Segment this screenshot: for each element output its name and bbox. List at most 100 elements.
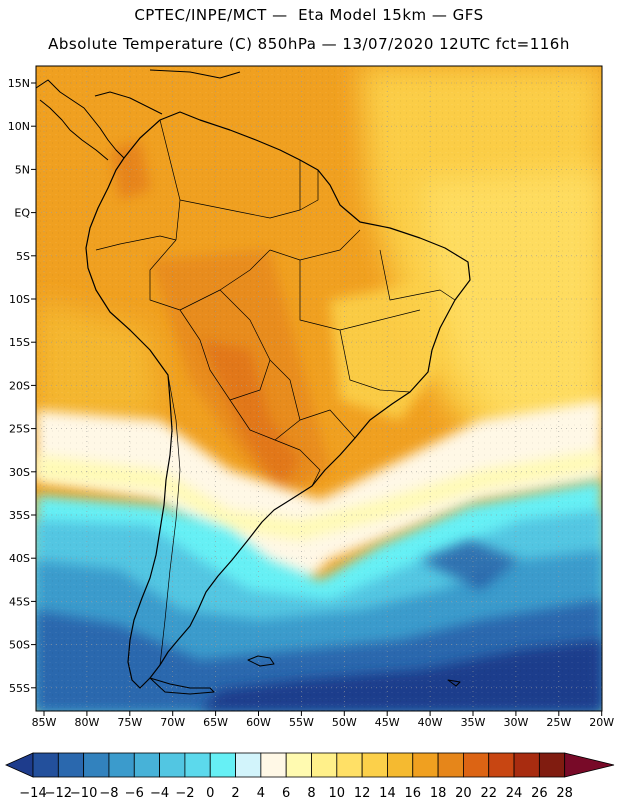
- coast-central-america-pacific: [36, 79, 125, 159]
- longitude-axis: 85W 80W 75W 70W 65W 60W 55W 50W 45W 40W 35W 30W 25W 2…: [32, 711, 614, 729]
- colorbar-label: 28: [556, 786, 573, 800]
- lon-label: 45W: [375, 716, 400, 729]
- border-uruguay: [274, 439, 321, 487]
- lon-label: 80W: [74, 716, 99, 729]
- lat-label: 20S: [9, 379, 30, 392]
- temperature-field: [36, 66, 602, 711]
- coast-south-georgia: [447, 679, 461, 687]
- border-brazil-states-north: [269, 229, 361, 261]
- colorbar-swatch: [133, 752, 160, 778]
- lon-label: 70W: [160, 716, 185, 729]
- map-title-line-2: Absolute Temperature (C) 850hPa — 13/07/…: [48, 35, 570, 53]
- colorbar-swatch: [108, 752, 135, 778]
- colorbar-label: −2: [175, 786, 194, 800]
- lat-label: 10S: [9, 293, 30, 306]
- latitude-axis: 15N 10N 5N EQ 5S 10S 15S 20S 25S 30S 35S 40S 45S 50S 5…: [8, 77, 36, 695]
- colorbar-label: 10: [329, 786, 346, 800]
- colorbar-swatch: [184, 752, 211, 778]
- border-guyanas: [299, 160, 319, 211]
- country-borders: [95, 119, 456, 666]
- field-texture: [36, 66, 602, 711]
- lon-label: 25W: [546, 716, 571, 729]
- colorbar-swatch: [83, 752, 110, 778]
- colorbar-label: −6: [125, 786, 144, 800]
- lat-label: EQ: [14, 207, 30, 220]
- colorbar-label: 22: [480, 786, 497, 800]
- coastlines: [36, 69, 471, 695]
- colorbar-label: −8: [99, 786, 118, 800]
- colorbar-swatch: [513, 752, 540, 778]
- lon-label: 20W: [589, 716, 614, 729]
- colorbar-swatch: [311, 752, 338, 778]
- coast-falklands: [247, 655, 275, 667]
- colorbar-label: 14: [379, 786, 396, 800]
- colorbar-swatch: [209, 752, 236, 778]
- lat-label: 35S: [9, 509, 30, 522]
- lon-label: 65W: [203, 716, 228, 729]
- lat-label: 25S: [9, 423, 30, 436]
- colorbar-label: 2: [231, 786, 239, 800]
- colorbar-arrow-low: [5, 752, 34, 778]
- colorbar-label: 0: [206, 786, 214, 800]
- lon-label: 75W: [117, 716, 142, 729]
- colorbar-label: −10: [70, 786, 97, 800]
- border-venezuela-brazil: [179, 199, 301, 219]
- lat-label: 50S: [9, 639, 30, 652]
- border-brazil-states-southeast: [339, 329, 411, 393]
- lon-label: 40W: [418, 716, 443, 729]
- lat-label: 10N: [8, 120, 30, 133]
- colorbar-label: 20: [455, 786, 472, 800]
- border-colombia-venezuela: [159, 119, 181, 241]
- colorbar-label: −14: [19, 786, 46, 800]
- colorbar-swatch: [463, 752, 490, 778]
- colorbar-label: 24: [506, 786, 523, 800]
- colorbar: −14−12−10 −8 −6 −4 −2 0 2 4 6 8 10 12 14 16 18 20 22 24 26…: [5, 752, 615, 800]
- coast-central-america-inner: [39, 99, 109, 161]
- colorbar-label: 8: [307, 786, 315, 800]
- lon-label: 55W: [289, 716, 314, 729]
- colorbar-label: −12: [45, 786, 72, 800]
- lon-label: 30W: [503, 716, 528, 729]
- border-chile-argentina: [159, 374, 181, 666]
- colorbar-swatch: [437, 752, 464, 778]
- lon-label: 50W: [332, 716, 357, 729]
- border-brazil-south: [299, 409, 356, 439]
- border-brazil-states-northeast: [379, 249, 456, 301]
- border-bolivia: [179, 289, 271, 401]
- lat-label: 40S: [9, 552, 30, 565]
- lat-label: 5N: [15, 163, 30, 176]
- colorbar-swatch: [32, 752, 59, 778]
- lon-label: 35W: [461, 716, 486, 729]
- colorbar-label: 26: [531, 786, 548, 800]
- coast-caribbean-panama: [94, 91, 163, 115]
- border-ecuador-peru: [95, 235, 177, 251]
- colorbar-label: 16: [404, 786, 421, 800]
- coast-south-america: [85, 111, 471, 689]
- coast-antilles: [149, 69, 241, 79]
- lat-label: 15S: [9, 336, 30, 349]
- lon-label: 85W: [32, 716, 57, 729]
- colorbar-label: −4: [150, 786, 169, 800]
- colorbar-arrow-high: [564, 752, 615, 778]
- colorbar-swatch: [538, 752, 566, 778]
- colorbar-swatch: [260, 752, 287, 778]
- map-frame: [35, 65, 603, 712]
- lat-label: 30S: [9, 466, 30, 479]
- colorbar-label: 18: [430, 786, 447, 800]
- colorbar-swatch: [159, 752, 186, 778]
- lat-label: 45S: [9, 595, 30, 608]
- colorbar-swatch: [361, 752, 388, 778]
- colorbar-label: 6: [282, 786, 290, 800]
- border-paraguay: [229, 359, 301, 441]
- colorbar-swatch: [336, 752, 363, 778]
- colorbar-swatch: [387, 752, 414, 778]
- coast-tierra-del-fuego: [149, 677, 215, 695]
- colorbar-swatch: [57, 752, 85, 778]
- colorbar-swatch: [235, 752, 262, 778]
- lat-label: 15N: [8, 77, 30, 90]
- colorbar-label: 12: [354, 786, 371, 800]
- colorbar-swatch: [412, 752, 439, 778]
- colorbar-swatch: [285, 752, 312, 778]
- lat-label: 5S: [16, 250, 30, 263]
